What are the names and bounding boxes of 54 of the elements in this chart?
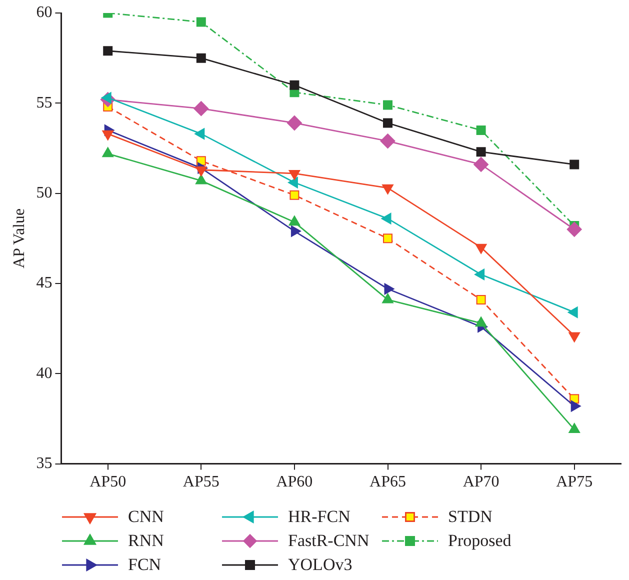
point: [286, 115, 302, 130]
point: [570, 160, 580, 170]
point: [570, 400, 581, 412]
point: [196, 17, 206, 27]
legend-label: HR-FCN: [288, 507, 350, 527]
point: [382, 184, 394, 194]
y-tick-label: 50: [36, 184, 52, 202]
x-tick-label: AP70: [462, 474, 500, 491]
point: [383, 118, 392, 128]
point: [194, 128, 205, 140]
point: [288, 216, 300, 226]
point: [103, 46, 113, 56]
point: [383, 234, 392, 244]
point: [102, 130, 114, 140]
point: [476, 125, 486, 135]
legend-label: RNN: [128, 531, 164, 551]
x-tick-label: AP60: [276, 474, 313, 491]
x-tick-label: AP55: [182, 474, 220, 491]
point: [290, 190, 300, 200]
point: [102, 147, 114, 158]
point: [195, 174, 207, 184]
y-tick-label: 40: [36, 364, 52, 382]
x-tick-label: AP50: [90, 474, 126, 491]
point: [475, 244, 487, 254]
point: [474, 156, 489, 172]
legend-label: FCN: [128, 555, 162, 575]
point: [476, 294, 486, 304]
y-axis-title: AP Value: [10, 208, 28, 268]
point: [475, 316, 487, 327]
point: [474, 268, 485, 280]
point: [384, 283, 394, 295]
point: [566, 222, 582, 237]
x-tick-label: AP75: [556, 474, 593, 491]
y-tick-label: 60: [36, 4, 52, 22]
point: [383, 100, 392, 110]
point: [568, 423, 580, 434]
y-tick-label: 55: [36, 94, 52, 112]
y-tick-label: 35: [36, 455, 52, 472]
legend-label: CNN: [128, 507, 164, 527]
legend-label: Proposed: [448, 531, 512, 551]
point: [194, 101, 209, 116]
x-tick-label: AP65: [370, 474, 406, 491]
point: [290, 225, 301, 237]
legend-label: YOLOv3: [288, 555, 352, 575]
point: [380, 134, 396, 149]
point: [288, 170, 300, 180]
point: [476, 147, 486, 157]
legend-label: FastR-CNN: [288, 531, 370, 551]
point: [195, 166, 207, 176]
y-tick-label: 45: [36, 274, 52, 292]
point: [382, 293, 394, 304]
point: [290, 80, 300, 90]
point: [196, 53, 206, 63]
legend-label: STDN: [448, 507, 492, 527]
